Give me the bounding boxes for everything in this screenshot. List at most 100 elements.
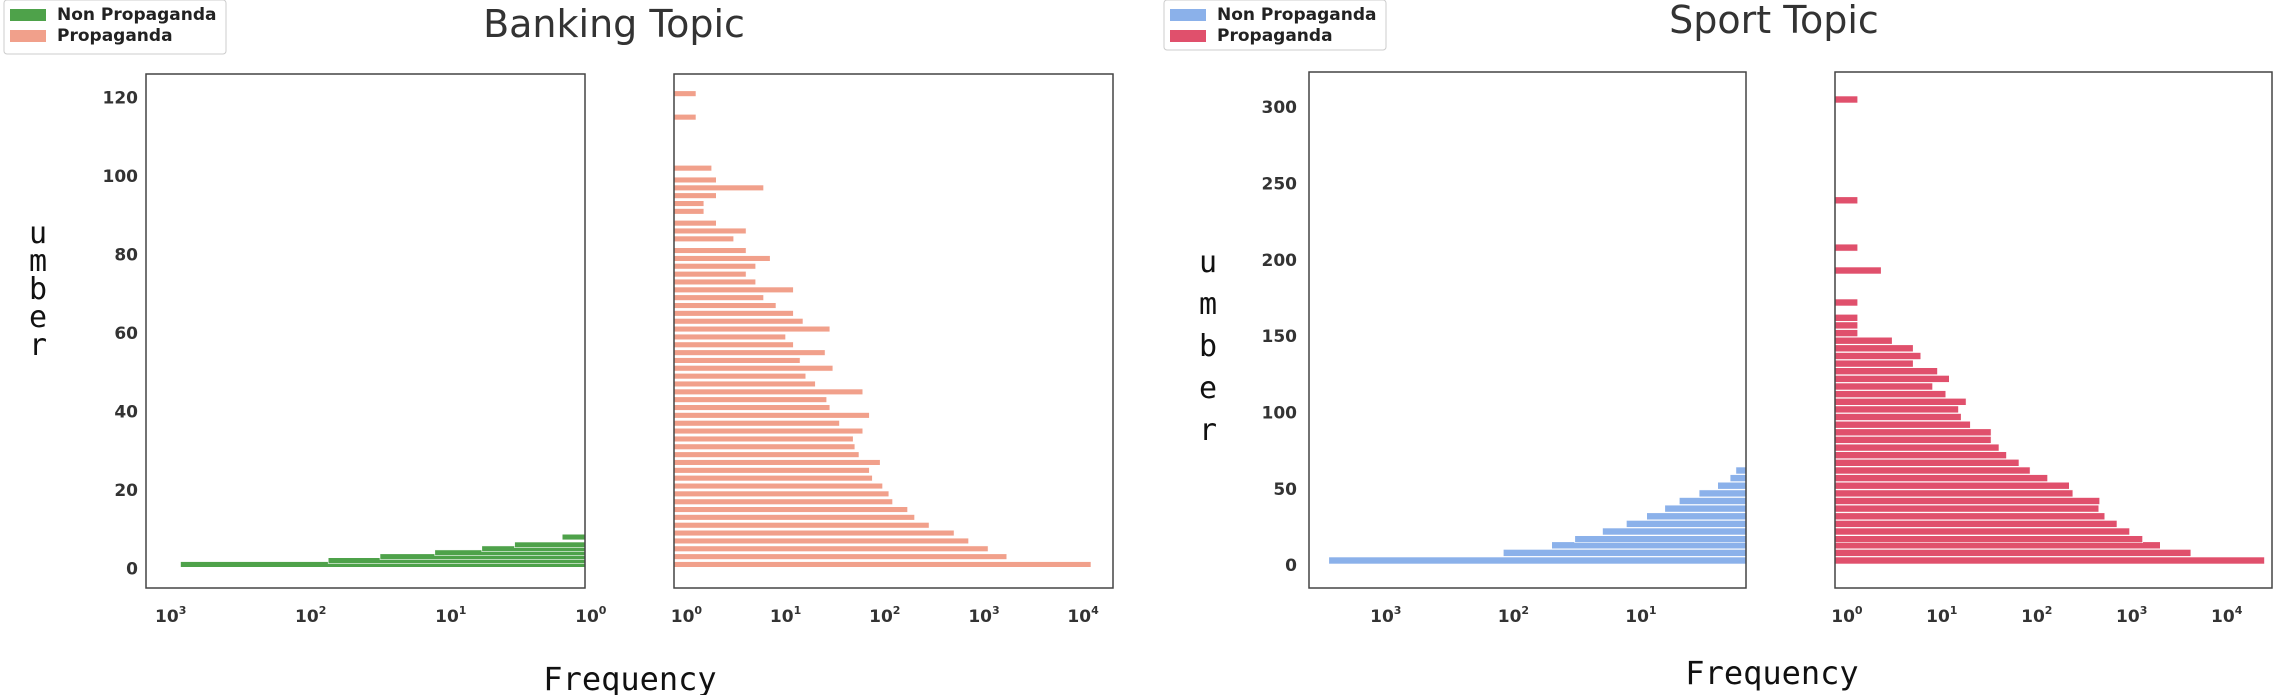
bar bbox=[673, 522, 930, 529]
bar bbox=[673, 451, 860, 458]
sport-panel-non-propaganda: 103 102 101 bbox=[1308, 71, 1747, 627]
bar bbox=[1834, 549, 2192, 557]
bar bbox=[1602, 527, 1747, 536]
x-tick-label: 101 bbox=[1926, 604, 1957, 627]
bar bbox=[1834, 321, 1859, 330]
bar bbox=[673, 286, 794, 293]
banking-panel-non-propaganda: 103 102 101 100 bbox=[145, 73, 607, 627]
y-axis-label-letter: r bbox=[1199, 413, 1217, 448]
legend-box bbox=[1163, 0, 1387, 51]
bar bbox=[673, 200, 705, 207]
x-tick-label: 100 bbox=[671, 604, 703, 627]
x-tick-label: 104 bbox=[1067, 604, 1099, 627]
legend-label: Propaganda bbox=[57, 26, 173, 46]
y-axis-label-letter: u bbox=[29, 216, 47, 251]
bar bbox=[673, 90, 697, 97]
y-axis-label-letter: e bbox=[1199, 371, 1217, 406]
y-axis-label-letter: u bbox=[1199, 245, 1217, 280]
legend-swatch bbox=[10, 9, 46, 21]
sport-topic-chart: Sport Topic 103 102 101 100 101 102 103 104 0 50 10… bbox=[1163, 0, 2273, 692]
bar bbox=[1834, 436, 1992, 444]
bar bbox=[673, 247, 747, 254]
bar bbox=[1834, 556, 2265, 565]
y-tick-label: 150 bbox=[1262, 327, 1298, 347]
bar bbox=[673, 435, 854, 443]
bar bbox=[1834, 359, 1914, 368]
bar bbox=[673, 420, 840, 427]
bar bbox=[1328, 556, 1747, 565]
bar bbox=[673, 294, 764, 301]
bar bbox=[514, 541, 586, 548]
bar bbox=[1679, 497, 1747, 505]
x-tick-label: 101 bbox=[1625, 604, 1656, 627]
chart-title: Banking Topic bbox=[483, 2, 745, 46]
x-tick-label: 101 bbox=[770, 604, 801, 627]
bar bbox=[1834, 313, 1859, 322]
bar bbox=[673, 176, 717, 184]
bar bbox=[673, 114, 697, 121]
bar bbox=[673, 302, 777, 309]
bar bbox=[1834, 420, 1971, 429]
legend-swatch bbox=[10, 30, 46, 42]
y-tick-label: 0 bbox=[126, 559, 138, 579]
bar bbox=[1834, 451, 2007, 460]
bar bbox=[1834, 397, 1967, 406]
bar bbox=[673, 318, 804, 325]
x-tick-label: 102 bbox=[295, 604, 326, 627]
banking-topic-chart: Banking Topic 103 102 101 100 100 101 102 103 104… bbox=[3, 0, 1114, 695]
bar bbox=[673, 490, 890, 497]
bar bbox=[673, 357, 801, 364]
bar bbox=[673, 263, 756, 270]
bar bbox=[1664, 504, 1747, 513]
y-axis-label-letter: m bbox=[1199, 287, 1217, 322]
legend-label: Non Propaganda bbox=[1217, 5, 1376, 25]
bar bbox=[1834, 405, 1959, 414]
bar bbox=[1834, 512, 2106, 521]
y-axis-label-letter: r bbox=[29, 328, 47, 363]
x-tick-label: 103 bbox=[2116, 604, 2147, 627]
bar bbox=[673, 443, 856, 450]
bar bbox=[673, 310, 794, 317]
bar bbox=[673, 498, 893, 505]
bar bbox=[673, 372, 807, 380]
bar bbox=[1834, 527, 2130, 536]
x-axis-label: Frequency bbox=[1685, 654, 1858, 692]
bar bbox=[1834, 535, 2143, 544]
y-axis-label-letter: e bbox=[29, 300, 47, 335]
legend-swatch bbox=[1170, 9, 1206, 21]
bar bbox=[673, 192, 717, 199]
bar bbox=[673, 325, 831, 333]
bar bbox=[1834, 329, 1859, 337]
bar bbox=[673, 380, 816, 388]
x-tick-label: 102 bbox=[869, 604, 900, 627]
bar bbox=[673, 459, 881, 466]
bar bbox=[673, 235, 735, 242]
bar bbox=[1834, 298, 1859, 307]
bar bbox=[673, 545, 989, 552]
bar bbox=[673, 427, 864, 435]
bar bbox=[673, 278, 756, 286]
bar bbox=[673, 553, 1008, 560]
bar bbox=[673, 529, 955, 537]
bar bbox=[1834, 497, 2101, 505]
bar bbox=[673, 537, 969, 545]
bar bbox=[1834, 413, 1962, 421]
legend-label: Non Propaganda bbox=[57, 5, 216, 25]
bar bbox=[1646, 512, 1747, 521]
bar bbox=[1834, 520, 2118, 528]
bar bbox=[1698, 489, 1747, 498]
x-tick-label: 100 bbox=[1831, 604, 1863, 627]
x-tick-label: 103 bbox=[968, 604, 999, 627]
bar bbox=[1834, 243, 1859, 252]
bar bbox=[1834, 375, 1950, 383]
y-axis-label-letter: b bbox=[29, 272, 47, 307]
bar bbox=[673, 349, 826, 356]
bar bbox=[1834, 481, 2070, 490]
x-axis-label: Frequency bbox=[543, 660, 716, 695]
bar bbox=[673, 341, 794, 348]
y-axis-label-letter: m bbox=[29, 244, 47, 279]
bar bbox=[1834, 336, 1893, 345]
bar bbox=[1626, 520, 1747, 528]
bar bbox=[1717, 481, 1747, 490]
